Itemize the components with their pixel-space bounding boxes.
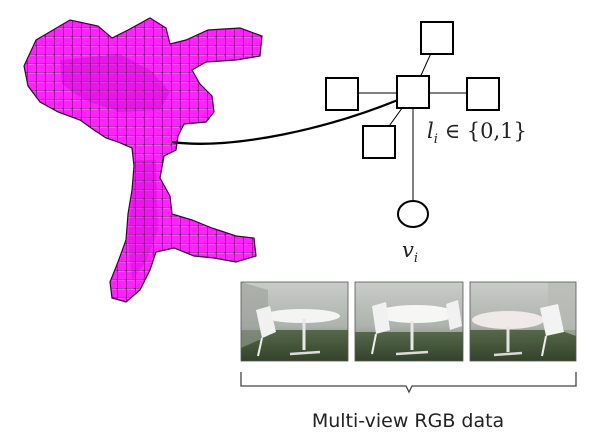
graph-node-right <box>466 77 500 111</box>
voxel-to-node-connector <box>171 92 413 145</box>
graph-node-top <box>420 21 454 55</box>
graph-node-left <box>325 77 359 111</box>
label-variable: li ∈ {0,1} <box>427 119 527 147</box>
rgb-view-1 <box>240 281 349 362</box>
voxel-model <box>23 17 263 303</box>
images-caption: Multi-view RGB data <box>312 410 504 432</box>
node-label-v: vi <box>402 238 418 266</box>
rgb-view-2 <box>354 281 464 362</box>
graph-node-center <box>396 75 430 109</box>
images-bracket <box>240 372 577 394</box>
graph-node-bottom-left <box>362 125 396 159</box>
observation-node <box>397 200 429 228</box>
rgb-view-3 <box>469 281 577 362</box>
